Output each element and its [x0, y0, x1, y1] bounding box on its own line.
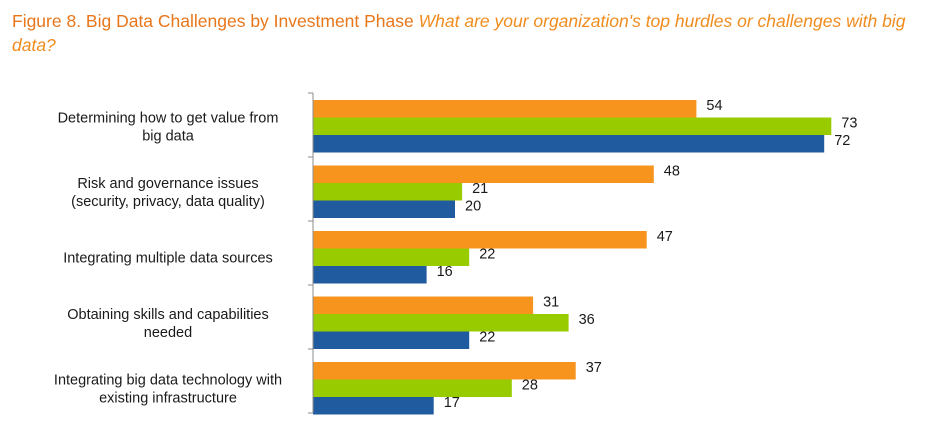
value-label: 31 — [543, 294, 559, 310]
bar — [313, 379, 512, 397]
bar — [313, 183, 463, 201]
value-label: 28 — [522, 377, 538, 393]
bar — [313, 296, 534, 314]
figure-question: What are your organization's top hurdles… — [12, 11, 906, 55]
value-label: 72 — [834, 133, 850, 149]
value-label: 37 — [586, 360, 602, 376]
bar — [313, 117, 832, 135]
bar — [313, 266, 427, 284]
category-label-line: needed — [144, 325, 192, 341]
value-label: 16 — [437, 264, 453, 280]
value-label: 36 — [579, 312, 595, 328]
category-label-line: existing infrastructure — [99, 390, 237, 406]
bar — [313, 362, 576, 380]
category-label-line: (security, privacy, data quality) — [71, 194, 265, 210]
bar — [313, 314, 569, 332]
value-label: 22 — [479, 246, 495, 262]
bar — [313, 135, 825, 153]
value-label: 48 — [664, 163, 680, 179]
category-label-line: Integrating big data technology with — [54, 372, 282, 388]
value-label: 22 — [479, 329, 495, 345]
bar — [313, 248, 470, 266]
value-label: 20 — [465, 198, 481, 214]
value-label: 47 — [657, 229, 673, 245]
category-label-line: Obtaining skills and capabilities — [67, 307, 269, 323]
figure-title-lead: Figure 8. Big Data Challenges by Investm… — [12, 11, 414, 31]
value-label: 54 — [706, 98, 722, 114]
bar — [313, 397, 434, 415]
category-label: Determining how to get value from big dat… — [58, 110, 279, 144]
category-label: Risk and governance issues (security, pri… — [71, 176, 265, 210]
category-label: Integrating big data technology with exis… — [54, 372, 282, 406]
bar — [313, 331, 470, 349]
bar — [313, 200, 455, 218]
figure-title: Figure 8. Big Data Challenges by Investm… — [12, 9, 922, 57]
bar — [313, 165, 654, 183]
category-label: Integrating multiple data sources — [63, 250, 273, 266]
category-label-line: Integrating multiple data sources — [63, 250, 273, 266]
value-label: 21 — [472, 181, 488, 197]
category-label-line: Risk and governance issues — [77, 176, 258, 192]
value-label: 73 — [841, 115, 857, 131]
bar — [313, 231, 647, 249]
bar — [313, 100, 697, 118]
category-label-line: Determining how to get value from — [58, 110, 279, 126]
category-label-line: big data — [142, 128, 195, 144]
value-label: 17 — [444, 395, 460, 411]
category-label: Obtaining skills and capabilities needed — [67, 307, 269, 341]
